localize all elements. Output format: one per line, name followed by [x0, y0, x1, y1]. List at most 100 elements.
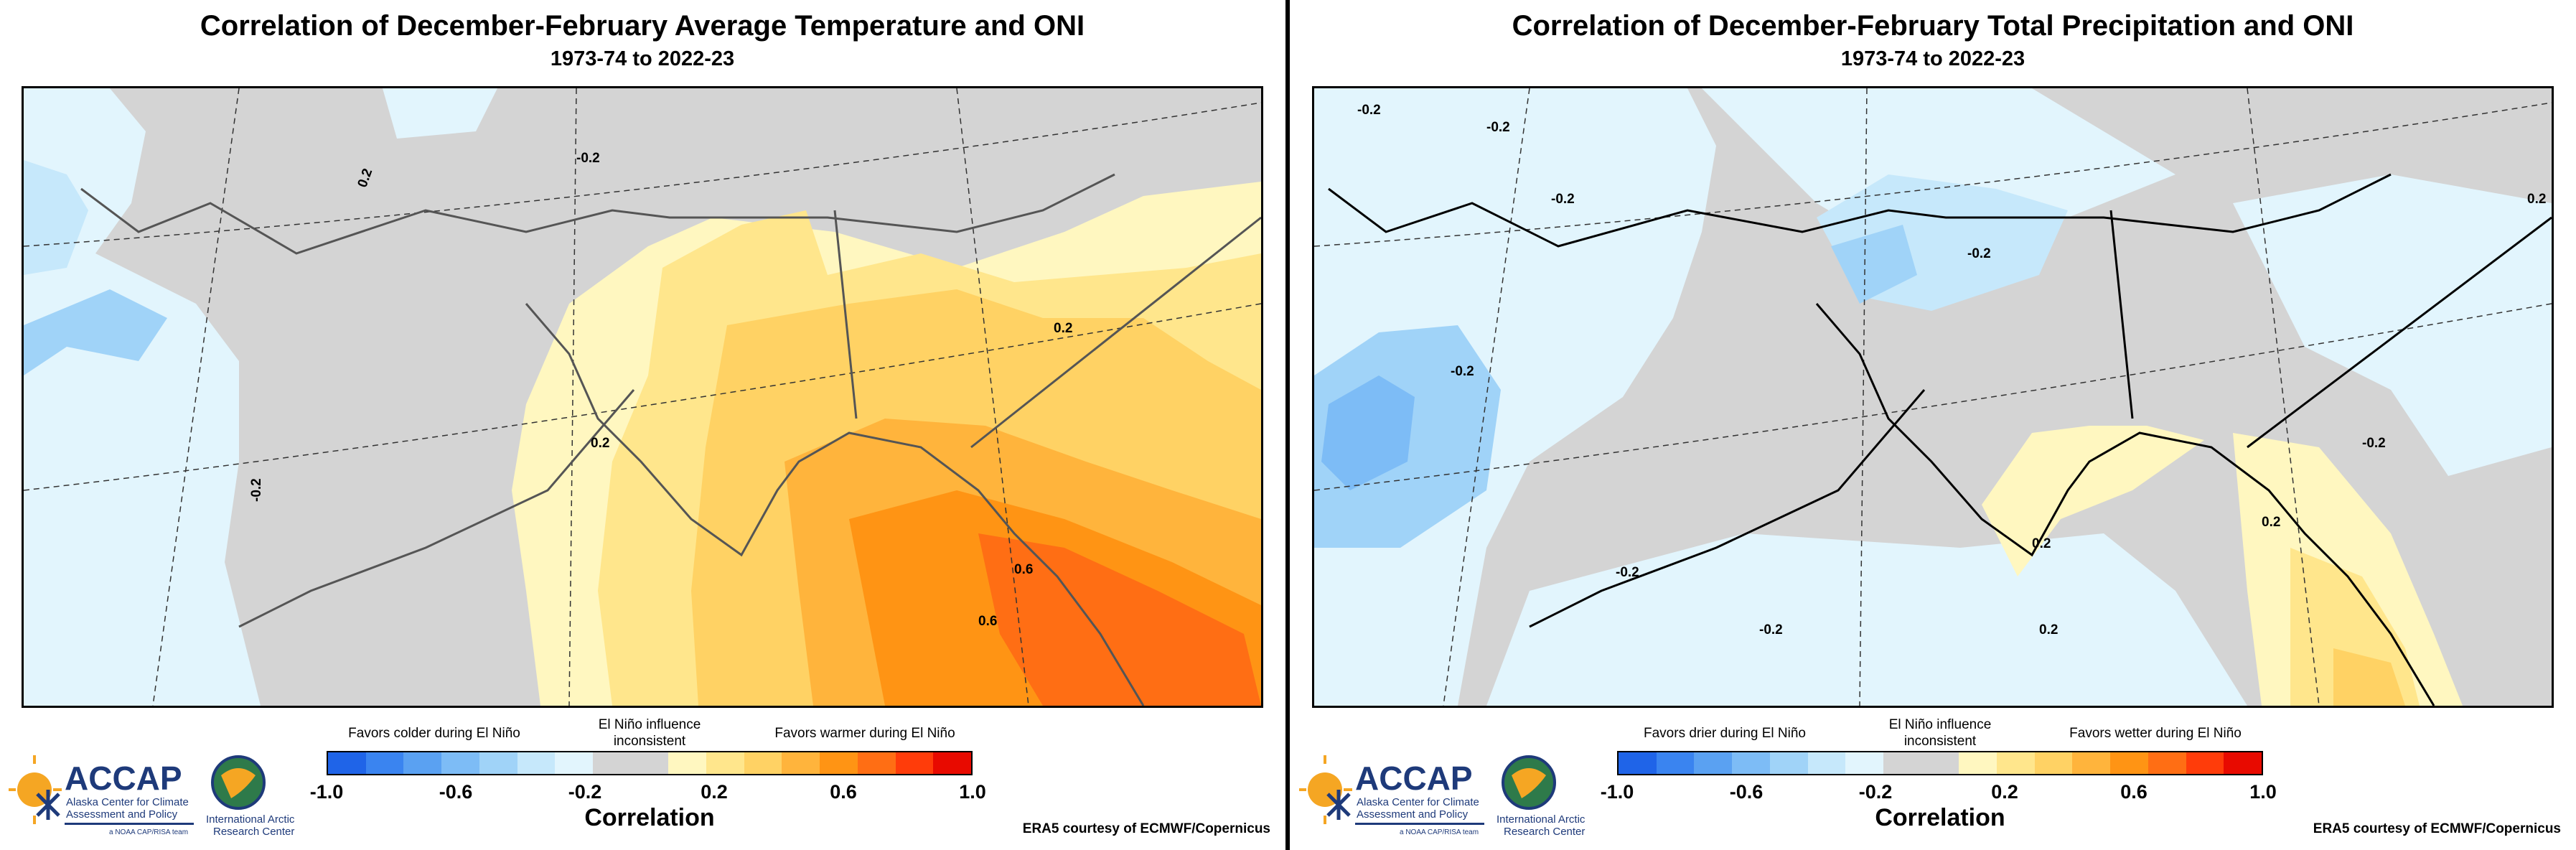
colorbar-segment: [1769, 752, 1808, 774]
colorbar-segment: [441, 752, 479, 774]
map-contour-label: -0.2: [1759, 622, 1783, 638]
svg-text:Alaska Center for Climate: Alaska Center for Climate: [66, 796, 189, 808]
blue-zone-ne: [1831, 225, 1917, 304]
colorbar-legend: Favors colder during El Niño El Niño inf…: [305, 715, 994, 837]
colorbar-segment: [2148, 752, 2186, 774]
temperature-correlation-map: -0.2 0.2 0.2 -0.2 0.2 0.6 0.6: [22, 86, 1263, 708]
colorbar-segment: [2110, 752, 2148, 774]
wet-zone-coast: [1982, 426, 2204, 576]
map-contour-label: 0.2: [355, 167, 376, 190]
map-contour-label: -0.2: [2362, 436, 2386, 451]
colorbar-segment: [517, 752, 556, 774]
map-contour-label: 0.2: [1054, 321, 1072, 336]
map-contour-label: 0.2: [2262, 515, 2280, 530]
colorbar-segment: [1997, 752, 2035, 774]
colorbar-segment: [933, 752, 971, 774]
colorbar-segment: [328, 752, 366, 774]
colorbar-segment: [706, 752, 744, 774]
svg-text:Assessment and Policy: Assessment and Policy: [66, 808, 178, 821]
colorbar-segment: [2034, 752, 2073, 774]
panel-divider: [1285, 0, 1290, 850]
colorbar-title: Correlation: [584, 804, 715, 831]
svg-text:Assessment and Policy: Assessment and Policy: [1357, 808, 1469, 821]
legend-right-label: Favors warmer during El Niño: [774, 726, 955, 741]
map-contour-label: -0.2: [576, 151, 600, 166]
accap-iarc-logo: ACCAP Alaska Center for Climate Assessme…: [1299, 755, 1586, 838]
colorbar-segment: [1959, 752, 1997, 774]
accap-wordmark: ACCAP: [65, 760, 182, 797]
colorbar-tick: 0.2: [701, 781, 728, 803]
graticule: [1314, 88, 2552, 706]
colorbar-segment: [895, 752, 934, 774]
svg-text:a NOAA CAP/RISA team: a NOAA CAP/RISA team: [1400, 828, 1479, 836]
legend-left-label: Favors drier during El Niño: [1644, 726, 1806, 741]
colorbar-segment: [820, 752, 858, 774]
panel-title: Correlation of December-February Average…: [200, 10, 1085, 42]
map-contour-label: -0.2: [1451, 364, 1474, 379]
colorbar-segment: [782, 752, 820, 774]
colorbar-tick: -0.6: [1729, 781, 1764, 803]
colorbar-segment: [630, 752, 669, 774]
colorbar-tick: 1.0: [959, 781, 986, 803]
precipitation-correlation-map: -0.2 -0.2 -0.2 -0.2 -0.2 -0.2 0.2 0.2 0.…: [1312, 86, 2554, 708]
colorbar-tick: 0.6: [2120, 781, 2148, 803]
panel-title: Correlation of December-February Total P…: [1512, 10, 2354, 42]
map-contour-label: 0.6: [1014, 562, 1033, 577]
map-contour-label: -0.2: [1357, 103, 1381, 118]
legend-right-label: Favors wetter during El Niño: [2069, 726, 2242, 741]
west-blue-zone-2: [24, 289, 167, 375]
blue-zone-west-deep: [1321, 375, 1415, 490]
colorbar-segment: [1694, 752, 1733, 774]
colorbar-segment: [1845, 752, 1883, 774]
colorbar-tick: -1.0: [309, 781, 344, 803]
data-credit: ERA5 courtesy of ECMWF/Copernicus: [2313, 821, 2561, 836]
map-canvas: -0.2 0.2 0.2 -0.2 0.2 0.6 0.6: [24, 88, 1261, 706]
temperature-panel: Correlation of December-February Average…: [0, 0, 1285, 850]
colorbar-segment: [857, 752, 896, 774]
snowflake-icon: [1326, 790, 1351, 820]
colorbar-tick: 1.0: [2249, 781, 2277, 803]
map-contour-label: 0.2: [2527, 192, 2546, 207]
map-contour-label: 0.2: [591, 436, 609, 451]
colorbar: [327, 751, 973, 775]
svg-text:Research Center: Research Center: [1504, 826, 1585, 838]
colorbar-segment: [365, 752, 404, 774]
west-ocean-zone: [24, 88, 261, 706]
north-light-zone: [383, 88, 497, 139]
colorbar-tick: -1.0: [1600, 781, 1634, 803]
wet-zone-se-3: [2333, 648, 2405, 706]
map-contour-label: -0.2: [1967, 246, 1991, 261]
light-blue-zone-north: [1702, 88, 2175, 246]
map-contour-label: -0.2: [1486, 120, 1510, 135]
colorbar-segment: [2186, 752, 2224, 774]
coastline: [80, 173, 1261, 706]
map-contour-label: -0.2: [249, 478, 264, 502]
accap-iarc-logo: ACCAP Alaska Center for Climate Assessme…: [9, 755, 295, 838]
colorbar-segment: [744, 752, 782, 774]
warm-07-zone: [978, 533, 1261, 706]
colorbar-legend: Favors drier during El Niño El Niño infl…: [1596, 715, 2285, 837]
map-contour-label: -0.2: [1551, 192, 1575, 207]
svg-text:International Arctic: International Arctic: [206, 813, 295, 826]
colorbar-segment: [668, 752, 707, 774]
legend-mid-label-1: El Niño influence: [598, 717, 701, 732]
colorbar-tick: -0.6: [439, 781, 473, 803]
colorbar-segment: [1656, 752, 1695, 774]
precipitation-panel: Correlation of December-February Total P…: [1291, 0, 2575, 850]
legend-mid-label-1: El Niño influence: [1888, 717, 1992, 732]
coastline: [1328, 173, 2552, 706]
map-contour-label: -0.2: [1616, 565, 1639, 580]
colorbar-title: Correlation: [1875, 804, 2005, 831]
svg-text:Alaska Center for Climate: Alaska Center for Climate: [1357, 796, 1479, 808]
panel-subtitle: 1973-74 to 2022-23: [550, 47, 735, 70]
legend-mid-label-2: inconsistent: [1903, 734, 1977, 749]
colorbar-segment: [1619, 752, 1657, 774]
map-contour-label: 0.6: [978, 614, 997, 629]
data-credit: ERA5 courtesy of ECMWF/Copernicus: [1022, 821, 1270, 836]
accap-wordmark: ACCAP: [1355, 760, 1473, 797]
snowflake-icon: [36, 790, 60, 820]
colorbar-tick: -0.2: [568, 781, 602, 803]
panel-subtitle: 1973-74 to 2022-23: [1840, 47, 2025, 70]
colorbar-segment: [1883, 752, 1921, 774]
colorbar-segment: [403, 752, 442, 774]
